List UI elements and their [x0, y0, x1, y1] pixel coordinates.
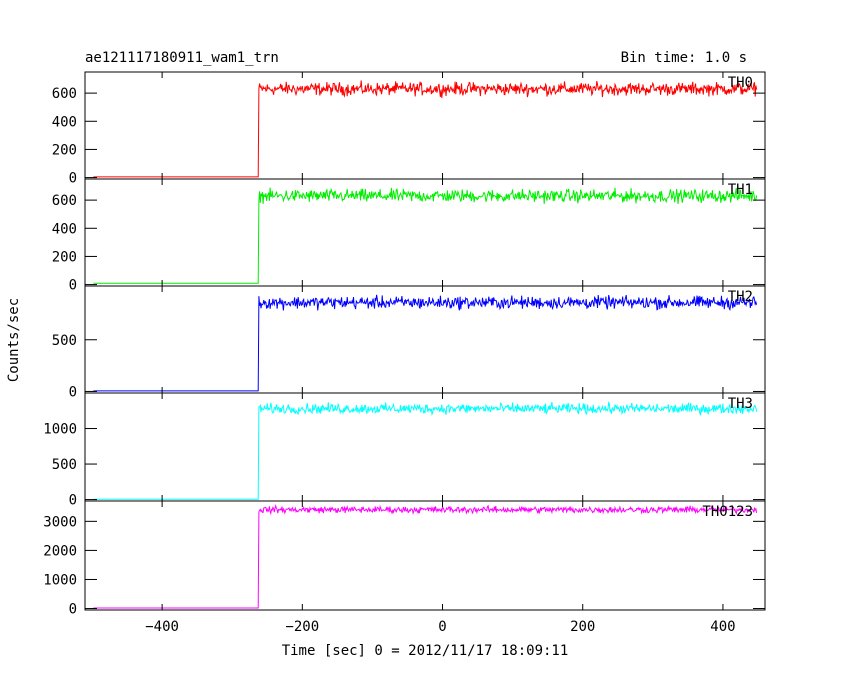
light-curve-th0: [93, 80, 758, 178]
y-tick-label: 0: [69, 493, 77, 509]
panel-frame-th0123: [84, 500, 766, 611]
y-tick-label: 1000: [43, 422, 77, 438]
series-label-th1: TH1: [728, 182, 753, 198]
light-curve-th2: [93, 294, 758, 392]
x-axis-label: Time [sec] 0 = 2012/11/17 18:09:11: [282, 643, 569, 659]
y-tick-label: 500: [52, 333, 77, 349]
light-curve-th0123: [93, 503, 758, 609]
x-tick-label: 200: [570, 619, 595, 635]
y-tick-label: 0: [69, 278, 77, 294]
y-tick-label: 600: [52, 193, 77, 209]
y-tick-label: 0: [69, 171, 77, 187]
series-label-th0: TH0: [728, 75, 753, 91]
x-tick-label: 400: [710, 619, 735, 635]
y-tick-label: 2000: [43, 543, 77, 559]
y-tick-label: 500: [52, 457, 77, 473]
y-tick-label: 200: [52, 142, 77, 158]
chart-title: ae121117180911_wam1_trn: [85, 50, 279, 66]
x-tick-label: 0: [438, 619, 446, 635]
light-curve-th3: [93, 400, 758, 500]
x-tick-label: −400: [145, 619, 179, 635]
y-tick-label: 0: [69, 602, 77, 618]
panels-group: 6004002000TH06004002000TH15000TH21000500…: [43, 71, 766, 635]
y-tick-label: 200: [52, 249, 77, 265]
y-axis-label: Counts/sec: [6, 298, 22, 382]
y-tick-label: 1000: [43, 572, 77, 588]
y-tick-label: 0: [69, 384, 77, 400]
y-tick-label: 400: [52, 114, 77, 130]
series-label-th2: TH2: [728, 289, 753, 305]
series-label-th3: TH3: [728, 396, 753, 412]
y-tick-label: 600: [52, 86, 77, 102]
panel-frame-th1: [84, 178, 766, 287]
bin-time-label: Bin time: 1.0 s: [621, 50, 747, 66]
series-label-th0123: TH0123: [702, 504, 753, 520]
x-tick-label: −200: [285, 619, 319, 635]
y-tick-label: 3000: [43, 514, 77, 530]
y-tick-label: 400: [52, 221, 77, 237]
light-curve-th1: [93, 187, 758, 284]
